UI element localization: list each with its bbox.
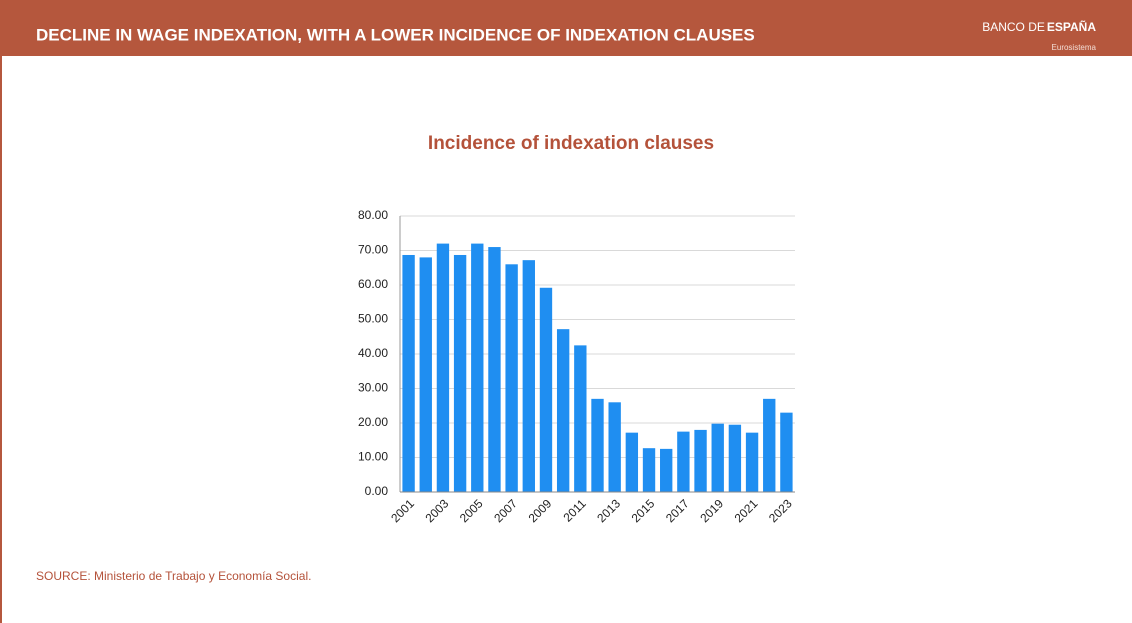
bar: [539, 287, 553, 492]
chart-title: Incidence of indexation clauses: [428, 133, 714, 154]
x-tick-label: 2015: [629, 496, 658, 525]
bar: [728, 424, 742, 492]
logo-main: BANCO DE: [982, 20, 1045, 34]
x-tick-label: 2017: [663, 496, 692, 525]
bar: [505, 264, 518, 492]
bar: [660, 448, 673, 492]
x-tick-label: 2011: [561, 496, 589, 524]
y-tick-label: 70.00: [358, 243, 388, 257]
bar: [711, 423, 724, 492]
x-tick-label: 2007: [491, 496, 520, 525]
bar: [780, 412, 793, 492]
y-tick-label: 20.00: [358, 415, 388, 429]
bar: [591, 398, 604, 492]
x-tick-label: 2013: [594, 496, 623, 525]
bar: [522, 260, 535, 492]
bar: [436, 243, 450, 492]
y-tick-label: 50.00: [358, 312, 388, 326]
logo-bold: ESPAÑA: [1047, 19, 1096, 34]
source: SOURCE: Ministerio de Trabajo y Economía…: [36, 569, 311, 583]
x-tick-label: 2005: [457, 496, 486, 525]
y-tick-label: 0.00: [365, 484, 389, 498]
bar: [677, 431, 690, 492]
y-tick-label: 80.00: [358, 208, 388, 222]
bar: [453, 254, 467, 492]
bar: [694, 429, 707, 492]
header-title: DECLINE IN WAGE INDEXATION, WITH A LOWER…: [36, 25, 755, 44]
bar: [745, 432, 759, 492]
x-tick-label: 2001: [388, 496, 417, 525]
x-tick-label: 2023: [766, 496, 795, 525]
y-tick-label: 40.00: [358, 346, 388, 360]
bar: [574, 345, 587, 492]
left-border: [0, 56, 2, 623]
bar: [419, 257, 432, 492]
x-tick-label: 2003: [423, 496, 452, 525]
x-tick-label: 2019: [697, 496, 726, 525]
bar: [488, 247, 501, 492]
y-tick-label: 10.00: [358, 450, 388, 464]
header-bar: [0, 0, 1132, 56]
bar: [608, 402, 621, 492]
logo-sub: Eurosistema: [1052, 43, 1097, 52]
x-tick-label: 2009: [526, 496, 555, 525]
bar: [763, 398, 776, 492]
bar: [402, 254, 415, 492]
y-tick-label: 30.00: [358, 381, 388, 395]
bar: [642, 448, 656, 492]
bar: [556, 329, 570, 492]
bar: [471, 243, 484, 492]
bar: [625, 432, 639, 492]
x-tick-label: 2021: [732, 496, 761, 525]
logo: BANCO DE ESPAÑA: [982, 19, 1096, 34]
y-tick-label: 60.00: [358, 277, 388, 291]
